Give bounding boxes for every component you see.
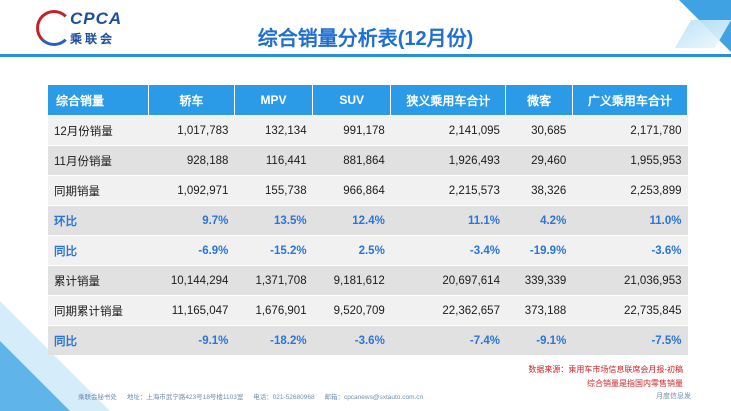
table-cell: 11.1% xyxy=(390,205,506,236)
row-label: 12月份销量 xyxy=(48,115,149,146)
title-divider xyxy=(0,54,731,57)
table-cell: -19.9% xyxy=(505,235,573,266)
table-cell: 38,326 xyxy=(505,175,573,206)
column-header: SUV xyxy=(312,85,392,116)
table-cell: 881,864 xyxy=(312,145,391,176)
footer-phone: 电话：021-52680968 xyxy=(253,394,315,401)
row-label: 11月份销量 xyxy=(48,145,149,176)
table-cell: -3.6% xyxy=(572,235,688,266)
footer-right: 月度信息发 xyxy=(656,393,691,400)
footer-secretary: 乘联会秘书处 xyxy=(78,394,117,401)
table-cell: 30,685 xyxy=(505,115,573,146)
footer: 乘联会秘书处 地址：上海市武宁路423号18号楼1103室 电话：021-526… xyxy=(78,391,431,401)
table-cell: 132,134 xyxy=(234,115,313,146)
table-cell: 10,144,294 xyxy=(148,265,235,296)
table-row: 环比 9.7% 13.5% 12.4% 11.1% 4.2% 11.0% xyxy=(48,205,688,236)
table-cell: 9,520,709 xyxy=(312,295,391,326)
column-header: 狭义乘用车合计 xyxy=(390,85,507,116)
table-cell: 4.2% xyxy=(505,205,573,236)
logo-swirl-icon xyxy=(36,10,72,46)
row-label: 同比 xyxy=(48,235,149,266)
table-cell: 12.4% xyxy=(312,205,391,236)
table-row: 12月份销量 1,017,783 132,134 991,178 2,141,095 30… xyxy=(48,115,688,146)
table-row: 同比 -9.1% -18.2% -3.6% -7.4% -9.1% -7.5% xyxy=(48,325,688,355)
table-header-row: 综合销量 轿车 MPV SUV 狭义乘用车合计 微客 广义乘用车合计 xyxy=(48,85,689,116)
table-cell: -7.4% xyxy=(390,325,506,355)
table-cell: 373,188 xyxy=(505,295,573,326)
table-cell: 1,092,971 xyxy=(148,175,235,206)
table-cell: 928,188 xyxy=(148,145,235,176)
table-row: 同期销量 1,092,971 155,738 966,864 2,215,573 38,3… xyxy=(48,175,688,206)
footer-email: 邮箱：cpcanews@sxtauto.com.cn xyxy=(324,394,424,401)
table-cell: 22,362,657 xyxy=(390,295,506,326)
column-header: 广义乘用车合计 xyxy=(572,85,689,116)
table-cell: 11,165,047 xyxy=(148,295,235,326)
table-cell: 9.7% xyxy=(148,205,235,236)
row-label: 环比 xyxy=(48,205,149,236)
table-cell: 2,253,899 xyxy=(572,175,688,206)
row-label: 同期累计销量 xyxy=(48,295,149,326)
data-source-note: 数据来源：乘用车市场信息联席会月报-初稿 综合销量是指国内零售销量 xyxy=(528,363,683,391)
logo-text: CPCA xyxy=(70,9,123,28)
table-cell: 2.5% xyxy=(312,235,391,266)
column-header: MPV xyxy=(234,85,314,116)
table-cell: -9.1% xyxy=(148,325,235,355)
table-cell: 1,017,783 xyxy=(148,115,235,146)
table-cell: 155,738 xyxy=(234,175,313,206)
cpca-logo: CPCA 乘联会 xyxy=(36,6,136,50)
table-row: 同比 -6.9% -15.2% 2.5% -3.4% -19.9% -3.6% xyxy=(48,235,688,266)
footer-address: 地址：上海市武宁路423号18号楼1103室 xyxy=(126,394,244,401)
column-header: 微客 xyxy=(505,85,573,116)
row-label: 同比 xyxy=(48,325,149,355)
table-cell: 339,339 xyxy=(505,265,573,296)
page-title: 综合销量分析表(12月份) xyxy=(257,28,474,50)
table-row: 11月份销量 928,188 116,441 881,864 1,926,493 29,4… xyxy=(48,145,688,176)
row-label: 累计销量 xyxy=(48,265,149,296)
source-line: 综合销量是指国内零售销量 xyxy=(587,379,683,388)
logo-cn: 乘联会 xyxy=(70,32,116,46)
table-cell: 991,178 xyxy=(312,115,391,146)
table-cell: 1,955,953 xyxy=(572,145,688,176)
table-cell: 9,181,612 xyxy=(312,265,391,296)
table-cell: 13.5% xyxy=(234,205,313,236)
table-cell: 2,171,780 xyxy=(572,115,688,146)
table-cell: 966,864 xyxy=(312,175,391,206)
table-cell: -6.9% xyxy=(148,235,235,266)
table-cell: -3.4% xyxy=(390,235,506,266)
table-cell: 11.0% xyxy=(572,205,688,236)
source-line: 数据来源：乘用车市场信息联席会月报-初稿 xyxy=(528,365,683,374)
table-cell: -3.6% xyxy=(312,325,391,355)
table-row: 累计销量 10,144,294 1,371,708 9,181,612 20,697,6… xyxy=(48,265,688,296)
row-label: 同期销量 xyxy=(48,175,149,206)
sales-table: 综合销量 轿车 MPV SUV 狭义乘用车合计 微客 广义乘用车合计 12月份销… xyxy=(48,85,689,355)
table-cell: -7.5% xyxy=(572,325,688,355)
column-header: 轿车 xyxy=(148,85,235,116)
table-cell: 20,697,614 xyxy=(390,265,506,296)
table-cell: -9.1% xyxy=(505,325,573,355)
table-cell: 116,441 xyxy=(234,145,313,176)
table-cell: 2,215,573 xyxy=(390,175,506,206)
table-cell: 1,371,708 xyxy=(234,265,313,296)
table-cell: 21,036,953 xyxy=(572,265,688,296)
table-cell: -15.2% xyxy=(234,235,313,266)
column-header: 综合销量 xyxy=(48,85,149,116)
table-cell: -18.2% xyxy=(234,325,313,355)
table-cell: 1,926,493 xyxy=(390,145,506,176)
table-cell: 29,460 xyxy=(505,145,573,176)
table-row: 同期累计销量 11,165,047 1,676,901 9,520,709 22,362… xyxy=(48,295,688,326)
table-cell: 1,676,901 xyxy=(234,295,313,326)
table-cell: 2,141,095 xyxy=(390,115,506,146)
table-cell: 22,735,845 xyxy=(572,295,688,326)
